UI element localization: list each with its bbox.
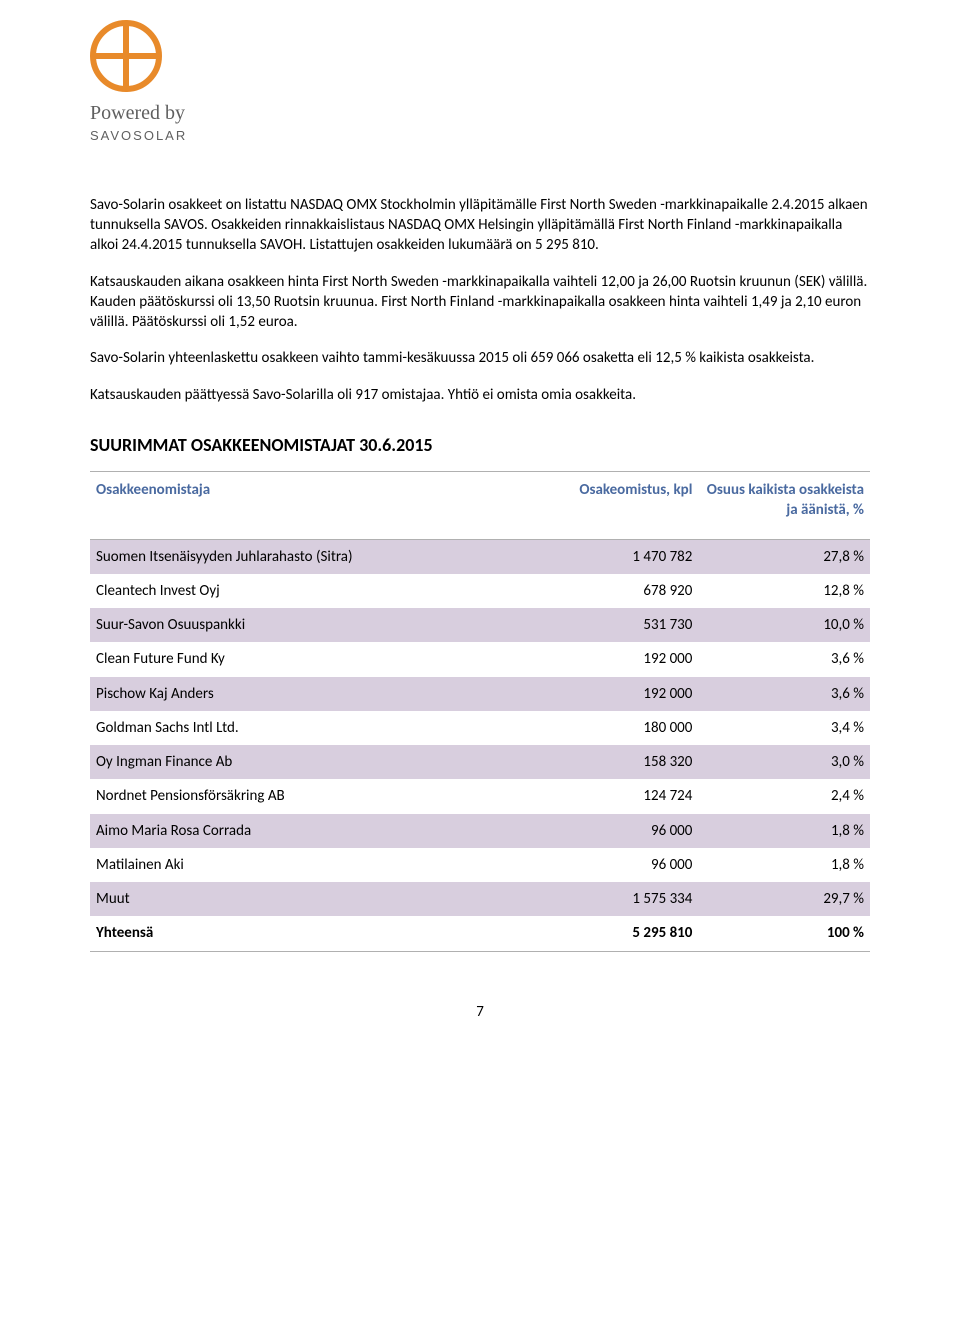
cell-name: Matilainen Aki (90, 848, 527, 882)
table-row: Aimo Maria Rosa Corrada 96 000 1,8 % (90, 814, 870, 848)
cell-pct: 3,6 % (698, 642, 870, 676)
page-number: 7 (90, 1002, 870, 1022)
cell-shares: 96 000 (527, 814, 699, 848)
logo-powered-text: Powered by (90, 100, 870, 127)
paragraph-1: Savo-Solarin osakkeet on listattu NASDAQ… (90, 195, 870, 256)
table-row: Clean Future Fund Ky 192 000 3,6 % (90, 642, 870, 676)
cell-name: Pischow Kaj Anders (90, 677, 527, 711)
logo-icon (90, 20, 162, 92)
table-row: Matilainen Aki 96 000 1,8 % (90, 848, 870, 882)
cell-name: Oy Ingman Finance Ab (90, 745, 527, 779)
table-row: Suomen Itsenäisyyden Juhlarahasto (Sitra… (90, 539, 870, 574)
table-row: Cleantech Invest Oyj 678 920 12,8 % (90, 574, 870, 608)
cell-shares: 158 320 (527, 745, 699, 779)
cell-name: Suomen Itsenäisyyden Juhlarahasto (Sitra… (90, 539, 527, 574)
cell-pct: 27,8 % (698, 539, 870, 574)
section-title: SUURIMMAT OSAKKEENOMISTAJAT 30.6.2015 (90, 433, 870, 457)
cell-shares: 1 575 334 (527, 882, 699, 916)
col-header-name: Osakkeenomistaja (90, 472, 527, 540)
cell-pct: 10,0 % (698, 608, 870, 642)
cell-pct: 2,4 % (698, 779, 870, 813)
cell-shares: 5 295 810 (527, 916, 699, 951)
table-total-row: Yhteensä 5 295 810 100 % (90, 916, 870, 951)
cell-shares: 192 000 (527, 642, 699, 676)
cell-name: Muut (90, 882, 527, 916)
cell-pct: 100 % (698, 916, 870, 951)
cell-name: Aimo Maria Rosa Corrada (90, 814, 527, 848)
paragraph-3: Savo-Solarin yhteenlaskettu osakkeen vai… (90, 348, 870, 368)
paragraph-2: Katsauskauden aikana osakkeen hinta Firs… (90, 272, 870, 333)
table-row: Nordnet Pensionsförsäkring AB 124 724 2,… (90, 779, 870, 813)
cell-shares: 124 724 (527, 779, 699, 813)
cell-pct: 12,8 % (698, 574, 870, 608)
cell-pct: 29,7 % (698, 882, 870, 916)
table-row: Pischow Kaj Anders 192 000 3,6 % (90, 677, 870, 711)
cell-pct: 3,6 % (698, 677, 870, 711)
cell-name: Clean Future Fund Ky (90, 642, 527, 676)
cell-pct: 3,0 % (698, 745, 870, 779)
logo-brand-text: SAVOSOLAR (90, 127, 870, 145)
paragraph-4: Katsauskauden päättyessä Savo-Solarilla … (90, 385, 870, 405)
shareholders-table: Osakkeenomistaja Osakeomistus, kpl Osuus… (90, 471, 870, 952)
logo-block: Powered by SAVOSOLAR (90, 20, 870, 145)
cell-pct: 1,8 % (698, 814, 870, 848)
cell-shares: 1 470 782 (527, 539, 699, 574)
table-header-row: Osakkeenomistaja Osakeomistus, kpl Osuus… (90, 472, 870, 540)
col-header-shares: Osakeomistus, kpl (527, 472, 699, 540)
cell-name: Suur-Savon Osuuspankki (90, 608, 527, 642)
table-row: Goldman Sachs Intl Ltd. 180 000 3,4 % (90, 711, 870, 745)
cell-shares: 192 000 (527, 677, 699, 711)
table-row: Muut 1 575 334 29,7 % (90, 882, 870, 916)
cell-pct: 3,4 % (698, 711, 870, 745)
cell-shares: 531 730 (527, 608, 699, 642)
cell-pct: 1,8 % (698, 848, 870, 882)
cell-shares: 180 000 (527, 711, 699, 745)
cell-shares: 96 000 (527, 848, 699, 882)
cell-shares: 678 920 (527, 574, 699, 608)
table-row: Oy Ingman Finance Ab 158 320 3,0 % (90, 745, 870, 779)
cell-name: Cleantech Invest Oyj (90, 574, 527, 608)
cell-name: Yhteensä (90, 916, 527, 951)
table-row: Suur-Savon Osuuspankki 531 730 10,0 % (90, 608, 870, 642)
col-header-pct: Osuus kaikista osakkeista ja äänistä, % (698, 472, 870, 540)
cell-name: Goldman Sachs Intl Ltd. (90, 711, 527, 745)
cell-name: Nordnet Pensionsförsäkring AB (90, 779, 527, 813)
